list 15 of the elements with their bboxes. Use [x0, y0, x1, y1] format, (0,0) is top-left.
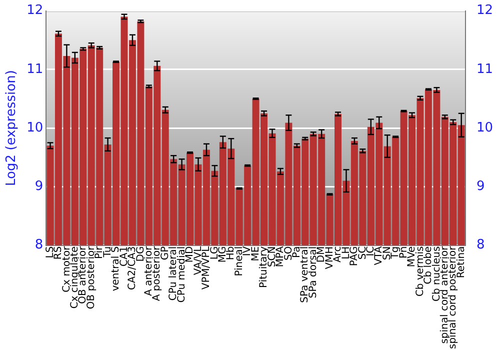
- y2-tick-label: 10: [476, 120, 494, 136]
- y2-tick-label: 12: [476, 3, 494, 18]
- y-tick-label: 12: [26, 3, 44, 18]
- x-tick-label: OB posterior: [86, 245, 97, 310]
- x-tick-label: Tg: [390, 246, 402, 260]
- y2-tick-label: 11: [476, 62, 494, 77]
- y-axis-title: Log2 (expression): [4, 70, 20, 186]
- y-tick-label: 10: [26, 120, 44, 136]
- x-tick-label: Pituitary: [258, 246, 270, 288]
- x-tick-label: ME: [250, 246, 262, 262]
- y2-tick-label: 8: [476, 238, 485, 253]
- y2-tick-label: 9: [476, 179, 485, 194]
- y-tick-label: 11: [26, 62, 44, 77]
- y-tick-label: 9: [34, 179, 44, 194]
- y-tick-label: 8: [34, 238, 44, 253]
